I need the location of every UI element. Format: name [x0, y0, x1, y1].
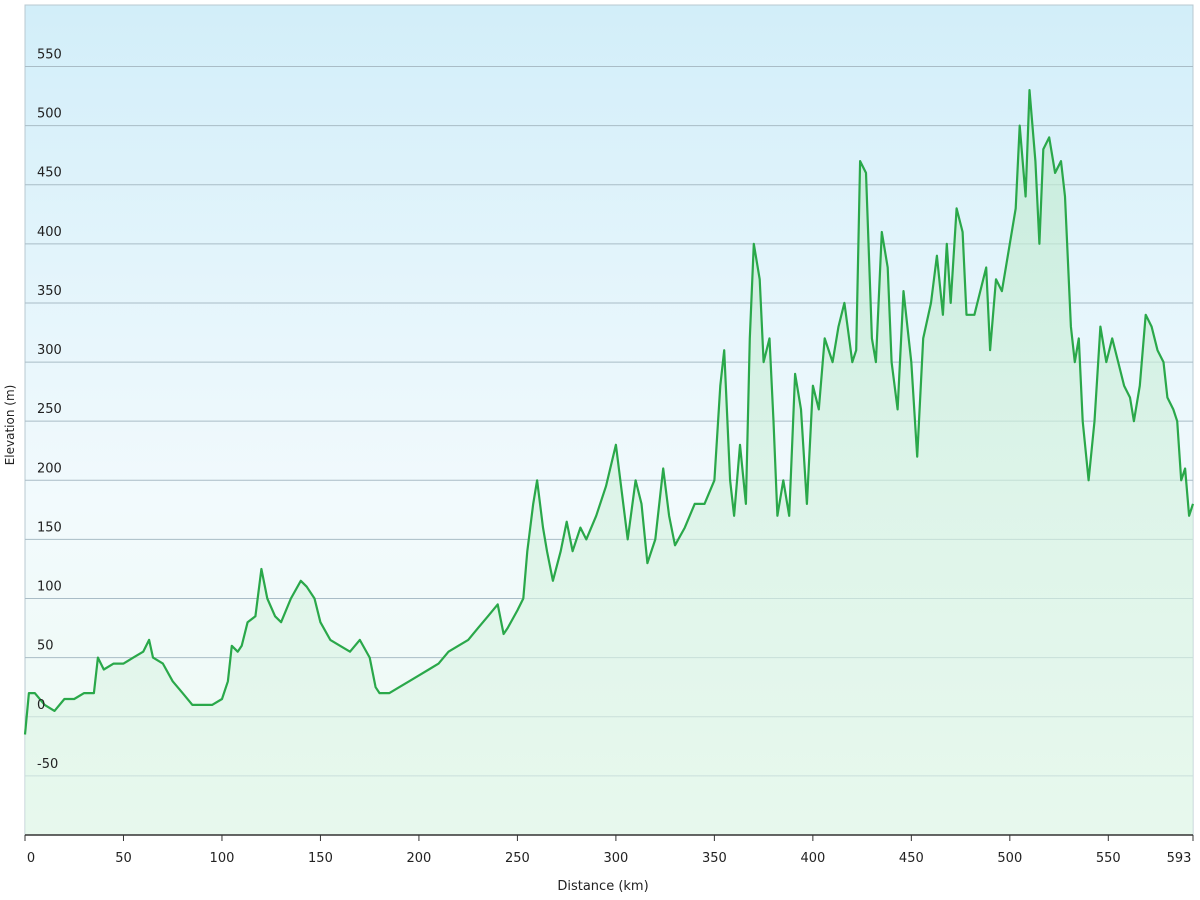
x-tick-label: 350	[702, 851, 727, 866]
y-tick-label: 0	[37, 698, 45, 713]
y-tick-label: 550	[37, 47, 62, 62]
x-tick-label: 50	[115, 851, 132, 866]
elevation-line	[23, 89, 1195, 735]
x-tick-label: 450	[899, 851, 924, 866]
x-tick-label: 593	[1167, 851, 1192, 866]
x-tick-label: 150	[308, 851, 333, 866]
x-tick-label: 250	[505, 851, 530, 866]
y-tick-label: -50	[37, 757, 58, 772]
y-tick-label: 150	[37, 520, 62, 535]
y-tick-label: 200	[37, 461, 62, 476]
y-tick-label: 300	[37, 343, 62, 358]
y-tick-label: 400	[37, 225, 62, 240]
area-fill	[25, 90, 1193, 836]
x-tick-label: 0	[27, 851, 35, 866]
x-tick-label: 500	[997, 851, 1022, 866]
x-tick-label: 550	[1096, 851, 1121, 866]
x-tick-label: 400	[800, 851, 825, 866]
y-tick-label: 100	[37, 580, 62, 595]
x-axis-label: Distance (km)	[557, 879, 648, 894]
y-tick-label: 450	[37, 166, 62, 181]
y-tick-label: 250	[37, 402, 62, 417]
x-tick-label: 300	[603, 851, 628, 866]
y-axis-label: Elevation (m)	[3, 385, 17, 466]
y-tick-label: 50	[37, 639, 54, 654]
x-tick-label: 100	[210, 851, 235, 866]
x-tick-label: 200	[407, 851, 432, 866]
y-tick-label: 500	[37, 107, 62, 122]
y-tick-label: 350	[37, 284, 62, 299]
